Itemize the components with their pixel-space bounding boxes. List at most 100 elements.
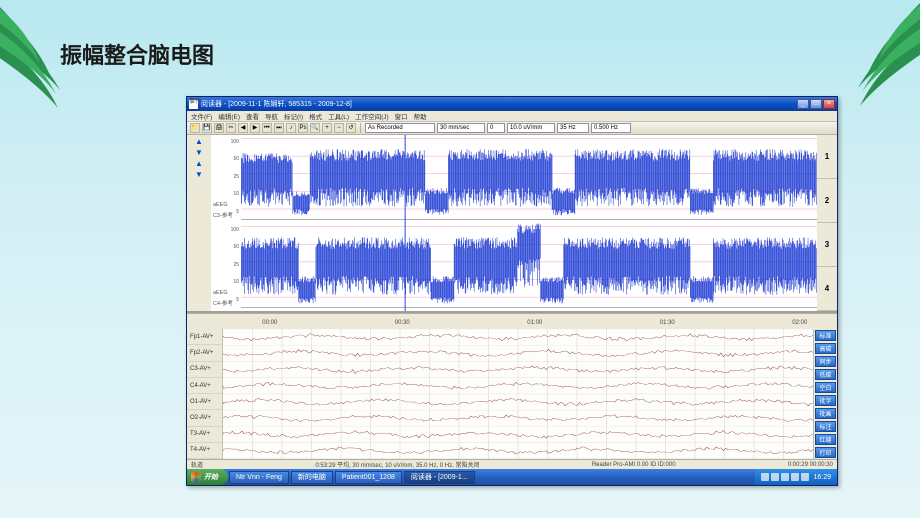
aeeg-time-axis: 事件 00:0000:3001:0001:3002:00 xyxy=(187,313,837,329)
menu-item[interactable]: 导航 xyxy=(265,111,278,121)
menu-item[interactable]: 标记(I) xyxy=(284,111,303,121)
minimize-button[interactable]: _ xyxy=(797,99,809,109)
eeg-side-button[interactable]: 标准 xyxy=(815,330,836,341)
menu-item[interactable]: 编辑(E) xyxy=(218,111,240,121)
task-item[interactable]: 阅读器 - [2009-1... xyxy=(404,471,475,484)
menu-item[interactable]: 文件(F) xyxy=(191,111,212,121)
eeg-side-button[interactable]: 低碳 xyxy=(815,369,836,380)
eeg-side-button[interactable]: 空白 xyxy=(815,382,836,393)
eeg-channel[interactable]: T4-AV+ xyxy=(187,443,222,459)
y-tick: 5 xyxy=(236,297,239,303)
event-label: 事件 xyxy=(189,96,201,105)
time-tick: 02:00 xyxy=(792,320,807,326)
menu-item[interactable]: 查看 xyxy=(246,111,259,121)
toolbar-button[interactable]: ▶ xyxy=(250,123,260,133)
num-select[interactable]: 0 xyxy=(487,123,505,133)
aeeg-y-axis: aEEGC3-参考aEEGC4-参考10050251051005025105 xyxy=(211,135,241,311)
eeg-side-button[interactable]: 批画 xyxy=(815,408,836,419)
toolbar-button[interactable]: + xyxy=(322,123,332,133)
nav-arrow[interactable]: ▲ xyxy=(192,159,206,168)
panel-number: 2 xyxy=(817,179,837,223)
toolbar-button[interactable]: 📁 xyxy=(190,123,200,133)
eeg-side-button[interactable]: 高碳 xyxy=(815,343,836,354)
aeeg-channel-label: aEEG xyxy=(213,202,228,208)
aeeg-channel-label: C3-参考 xyxy=(213,211,233,219)
eeg-button-panel: 标准高碳同步低碳空白批字批画标注红缝打印比例 xyxy=(813,329,837,459)
menu-item[interactable]: 帮助 xyxy=(414,111,427,121)
menubar: 文件(F) 编辑(E) 查看导航标记(I) 格式工具(L) 工作空间(J) 窗口帮助 xyxy=(187,111,837,122)
eeg-channel[interactable]: T3-AV+ xyxy=(187,427,222,443)
start-button[interactable]: 开始 xyxy=(187,469,228,485)
toolbar: 📁💾🖨✂◀▶⏮⏭♪Ps🔍+−↺ As Recorded30 mm/sec010.0… xyxy=(187,122,837,135)
as-recorded[interactable]: As Recorded xyxy=(365,123,435,133)
toolbar-button[interactable]: ♪ xyxy=(286,123,296,133)
titlebar[interactable]: 阅读器 - [2009-11-1 陈娴轩, 585315 - 2009-12-8… xyxy=(187,97,837,111)
menu-item[interactable]: 格式 xyxy=(309,111,322,121)
aeeg-channel-label: C4-参考 xyxy=(213,299,233,307)
system-tray[interactable]: 16:29 xyxy=(755,469,837,485)
y-tick: 25 xyxy=(233,262,239,268)
toolbar-button[interactable]: − xyxy=(334,123,344,133)
toolbar-button[interactable]: ◀ xyxy=(238,123,248,133)
status-center: 0:53:29 平均, 30 mm/sec, 10 uV/mm, 35.0 Hz… xyxy=(315,460,479,469)
y-tick: 5 xyxy=(236,209,239,215)
toolbar-button[interactable]: ⏭ xyxy=(274,123,284,133)
eeg-channel[interactable]: O1-AV+ xyxy=(187,394,222,410)
task-item[interactable]: Ntr Vnn - Feng xyxy=(229,471,289,484)
eeg-channel[interactable]: C4-AV+ xyxy=(187,378,222,394)
nav-arrow[interactable]: ▼ xyxy=(192,170,206,179)
eeg-channel[interactable]: Fp2-AV+ xyxy=(187,345,222,361)
task-item[interactable]: 新的电脑 xyxy=(291,471,333,484)
time-tick: 00:30 xyxy=(395,320,410,326)
app-window: 阅读器 - [2009-11-1 陈娴轩, 585315 - 2009-12-8… xyxy=(186,96,838,486)
eeg-side-button[interactable]: 批字 xyxy=(815,395,836,406)
tray-icon[interactable] xyxy=(771,473,779,481)
eeg-channel[interactable]: C3-AV+ xyxy=(187,362,222,378)
status-left: 轨道 xyxy=(191,460,203,469)
y-tick: 10 xyxy=(233,279,239,285)
status-right: Reader Pro-AMI 0.00 ID ID:000 xyxy=(592,462,676,468)
lf-select[interactable]: 0.500 Hz xyxy=(591,123,631,133)
nav-arrow[interactable]: ▲ xyxy=(192,137,206,146)
tray-icon[interactable] xyxy=(761,473,769,481)
y-tick: 25 xyxy=(233,174,239,180)
eeg-plot[interactable] xyxy=(223,329,813,459)
tray-icon[interactable] xyxy=(801,473,809,481)
toolbar-button[interactable]: ⏮ xyxy=(262,123,272,133)
windows-logo-icon xyxy=(191,472,201,482)
toolbar-button[interactable]: 💾 xyxy=(202,123,212,133)
nav-arrow[interactable]: ▼ xyxy=(192,148,206,157)
tray-icon[interactable] xyxy=(791,473,799,481)
start-label: 开始 xyxy=(204,472,218,482)
menu-item[interactable]: 工作空间(J) xyxy=(355,111,389,121)
aeeg-plot[interactable] xyxy=(241,135,817,311)
panel-number: 1 xyxy=(817,135,837,179)
sens-select[interactable]: 10.0 uV/mm xyxy=(507,123,555,133)
eeg-channel[interactable]: O2-AV+ xyxy=(187,410,222,426)
close-button[interactable]: × xyxy=(823,99,835,109)
aeeg-panel-numbers: 1234 xyxy=(817,135,837,311)
toolbar-button[interactable]: ✂ xyxy=(226,123,236,133)
maximize-button[interactable]: □ xyxy=(810,99,822,109)
task-item[interactable]: Patient001_1208 xyxy=(335,471,402,484)
toolbar-button[interactable]: 🔍 xyxy=(310,123,320,133)
aeeg-channel-label: aEEG xyxy=(213,290,228,296)
toolbar-button[interactable]: ↺ xyxy=(346,123,356,133)
aeeg-nav-gutter: ▲ ▼ ▲ ▼ xyxy=(187,135,211,311)
menu-item[interactable]: 窗口 xyxy=(395,111,408,121)
y-tick: 100 xyxy=(231,227,239,233)
tray-icon[interactable] xyxy=(781,473,789,481)
eeg-side-button[interactable]: 同步 xyxy=(815,356,836,367)
window-title: 阅读器 - [2009-11-1 陈娴轩, 585315 - 2009-12-8… xyxy=(201,99,797,109)
panel-number: 4 xyxy=(817,267,837,311)
eeg-side-button[interactable]: 红缝 xyxy=(815,434,836,445)
toolbar-button[interactable]: Ps xyxy=(298,123,308,133)
eeg-channel[interactable]: Fp1-AV+ xyxy=(187,329,222,345)
menu-item[interactable]: 工具(L) xyxy=(328,111,349,121)
toolbar-button[interactable]: 🖨 xyxy=(214,123,224,133)
eeg-side-button[interactable]: 打印 xyxy=(815,447,836,458)
aeeg-pane: ▲▼▲▼ aEEGC3-参考aEEGC4-参考10050251051005025… xyxy=(187,135,837,313)
eeg-side-button[interactable]: 标注 xyxy=(815,421,836,432)
hf-select[interactable]: 35 Hz xyxy=(557,123,589,133)
speed-select[interactable]: 30 mm/sec xyxy=(437,123,485,133)
